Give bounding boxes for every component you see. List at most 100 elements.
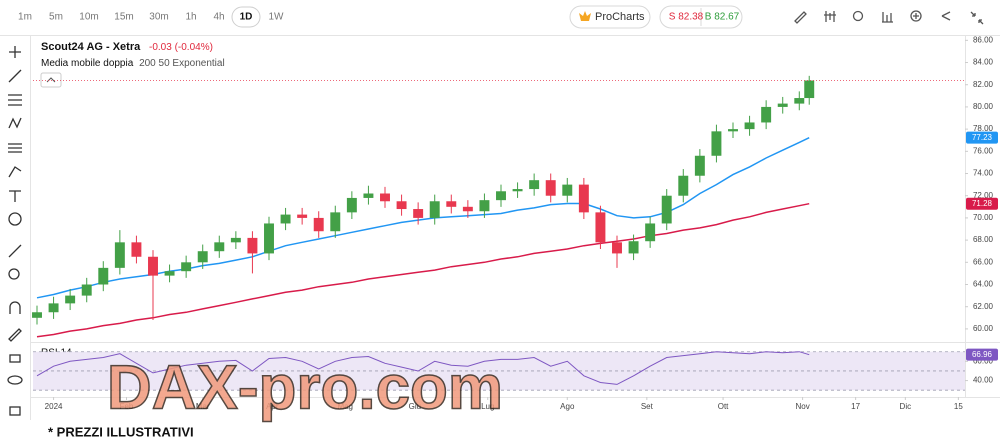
timeframe-button[interactable]: 1h <box>185 12 196 23</box>
fib-tool[interactable] <box>8 143 22 153</box>
y-tick-label: 64.00 <box>973 280 994 289</box>
candle-body <box>197 251 208 263</box>
timeframe-button[interactable]: 10m <box>79 12 98 23</box>
footer-note: * PREZZI ILLUSTRATIVI <box>48 424 194 439</box>
timeframe-button[interactable]: 4h <box>213 12 224 23</box>
y-tick-label: 80.00 <box>973 102 994 111</box>
candle-body <box>661 195 672 224</box>
y-tick-label: 84.00 <box>973 58 994 67</box>
pattern-tool[interactable] <box>8 117 22 129</box>
candle-body <box>98 267 109 285</box>
zoom-tool[interactable] <box>8 268 20 280</box>
procharts-label[interactable]: ProCharts <box>595 11 645 23</box>
y-tick-label: 74.00 <box>973 169 994 178</box>
lock-draw-tool[interactable] <box>8 328 22 342</box>
x-tick-label: 15 <box>954 402 963 411</box>
timeframe-button[interactable]: 1D <box>240 12 253 23</box>
chart-type-icon[interactable] <box>882 12 893 23</box>
candle-body <box>214 242 225 252</box>
plot: 86.00 84.00 82.00 80.00 78.00 76.00 74.00 72.00… <box>32 35 998 411</box>
x-tick-label: 17 <box>851 402 860 411</box>
rsi-tick-label: 60.00 <box>973 356 994 365</box>
candle-body <box>181 262 192 272</box>
x-tick-label: Mag <box>337 402 353 411</box>
x-tick-label: Ott <box>718 402 729 411</box>
sell-button[interactable]: S 82.38 <box>669 12 704 23</box>
emoji-tool[interactable] <box>8 212 22 226</box>
candle-body <box>711 131 722 156</box>
crosshair-tool[interactable] <box>9 46 21 58</box>
x-tick-label: Apr <box>266 402 279 411</box>
candle-body <box>247 237 258 254</box>
y-tick-label: 60.00 <box>973 324 994 333</box>
candle-body <box>462 206 473 212</box>
active-timeframe-box <box>231 6 261 28</box>
share-icon[interactable] <box>941 11 951 21</box>
brush-tool[interactable] <box>8 166 22 178</box>
x-tick-label: Mar <box>196 402 210 411</box>
lock-tool[interactable] <box>9 354 21 363</box>
delete-tool[interactable] <box>9 406 21 416</box>
candle-body <box>65 295 76 304</box>
indicator-legend: Media mobile doppia 200 50 Exponential <box>41 58 225 69</box>
timeframe-button[interactable]: 5m <box>49 12 63 23</box>
candle-body <box>777 103 788 107</box>
candle-body <box>728 129 738 132</box>
candle-body <box>48 303 59 313</box>
magnet-tool[interactable] <box>9 301 21 314</box>
candle-body <box>81 284 92 296</box>
collapse-legend-button[interactable] <box>40 72 62 88</box>
candle-body <box>164 271 175 276</box>
hlines-tool[interactable] <box>8 94 22 106</box>
y-tick-label: 70.00 <box>973 213 994 222</box>
watermark: DAX-pro.com <box>107 353 503 422</box>
visibility-tool[interactable] <box>7 375 23 385</box>
candle-body <box>413 209 424 218</box>
candle-body <box>496 191 506 201</box>
trendline-tool[interactable] <box>8 69 22 83</box>
y-tick-label: 82.00 <box>973 80 994 89</box>
y-tick-label: 78.00 <box>973 124 994 133</box>
buy-button[interactable]: B 82.67 <box>705 12 740 23</box>
text-tool[interactable] <box>9 190 21 202</box>
procharts-button[interactable] <box>569 5 651 29</box>
candle-body <box>562 184 573 196</box>
x-tick-label: 2024 <box>45 402 63 411</box>
candle-body <box>363 193 374 198</box>
ma-value-tag <box>966 131 998 144</box>
rsi-line <box>36 351 810 385</box>
collapse-icon[interactable] <box>970 11 984 25</box>
candle-body <box>744 122 755 130</box>
ruler-tool[interactable] <box>8 244 22 258</box>
candle-body <box>645 223 656 242</box>
add-icon-cross <box>913 13 919 19</box>
timeframe-button[interactable]: 15m <box>114 12 133 23</box>
y-tick-label: 76.00 <box>973 146 994 155</box>
timeframe-button[interactable]: 1m <box>18 12 32 23</box>
settings-icon[interactable] <box>852 10 864 22</box>
ma-value-tag <box>966 197 998 210</box>
chart-header: Scout24 AG - Xetra -0.03 (-0.04%) <box>41 41 213 53</box>
add-icon[interactable] <box>910 10 922 22</box>
rsi-value-tag <box>966 348 998 361</box>
x-tick-label: Nov <box>795 402 809 411</box>
ma-value: 71.28 <box>972 199 993 208</box>
candle-body <box>761 106 772 123</box>
timeframe-button[interactable]: 30m <box>149 12 168 23</box>
draw-icon[interactable] <box>794 11 807 24</box>
y-tick-label: 68.00 <box>973 235 994 244</box>
candle-body <box>330 212 341 232</box>
timeframe-button[interactable]: 1W <box>269 12 285 23</box>
x-tick-label: Dic <box>900 402 912 411</box>
candle-body <box>479 200 490 212</box>
x-tick-label: Giu <box>409 402 421 411</box>
candle-body <box>114 242 125 268</box>
candle-body <box>694 155 705 176</box>
indicators-icon[interactable] <box>824 11 836 22</box>
candle-body <box>380 193 390 202</box>
y-tick-label: 72.00 <box>973 191 994 200</box>
y-tick-label: 86.00 <box>973 35 994 44</box>
ma-value: 77.23 <box>972 133 993 142</box>
candle-body <box>131 242 142 257</box>
